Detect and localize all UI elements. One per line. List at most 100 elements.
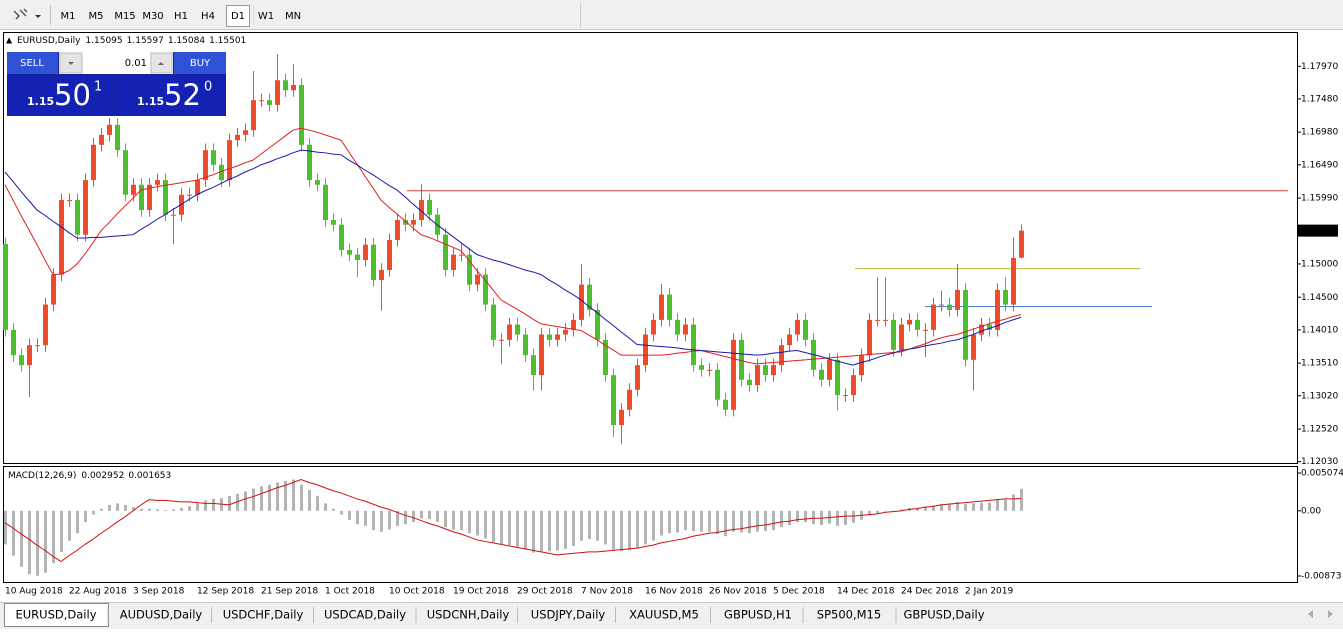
macd-bar [628, 510, 631, 551]
tab-scroll-right[interactable] [1328, 610, 1333, 618]
date-label: 21 Sep 2018 [261, 587, 318, 597]
ask-pips: 52 [164, 78, 201, 112]
lot-field[interactable] [59, 52, 173, 74]
macd-bar [412, 510, 415, 523]
candle-body [467, 254, 472, 285]
macd-bar [316, 495, 319, 511]
price-tick-label: 1.15000 [1301, 259, 1338, 269]
macd-bar [980, 502, 983, 511]
tab-scroll-left[interactable] [1308, 610, 1313, 618]
macd-bar [356, 510, 359, 525]
price-chart: 1.179701.174801.169801.164901.159901.150… [3, 54, 1338, 597]
chart-tab[interactable]: AUDUSD,Daily [120, 608, 203, 622]
chart-tab[interactable]: GBPUSD,Daily [903, 608, 984, 622]
macd-bar [884, 510, 887, 512]
ask-big-figure: 1.15 [137, 95, 164, 108]
macd-bar [668, 510, 671, 534]
timeframe-button[interactable]: M5 [89, 11, 104, 22]
macd-bar [180, 507, 183, 511]
buy-label: BUY [190, 58, 211, 69]
macd-bar [788, 510, 791, 526]
timeframe-button[interactable]: W1 [258, 11, 274, 22]
chart-tab[interactable]: USDCNH,Daily [427, 608, 510, 622]
sell-button[interactable]: SELL [7, 52, 58, 74]
price-tick-label: 1.12520 [1301, 425, 1338, 435]
chart-tab[interactable]: XAUUSD,M5 [629, 608, 699, 622]
buy-button[interactable]: BUY [174, 52, 226, 74]
timeframe-button[interactable]: MN [285, 11, 301, 22]
macd-bar [924, 507, 927, 511]
candle-body [355, 254, 360, 260]
date-label: 26 Nov 2018 [709, 587, 767, 597]
macd-bar [148, 508, 151, 511]
candle-body [131, 184, 136, 195]
candle-body [979, 324, 984, 335]
chart-tab[interactable]: EURUSD,Daily [16, 608, 97, 622]
price-tick-label: 1.15990 [1301, 194, 1338, 204]
candle-body [539, 334, 544, 376]
date-label: 14 Dec 2018 [837, 587, 895, 597]
macd-bar [1004, 499, 1007, 511]
candle-body [27, 345, 32, 366]
candle-body [459, 254, 464, 256]
macd-bar [420, 510, 423, 519]
candle-body [171, 214, 176, 216]
chart-tab[interactable]: USDCAD,Daily [324, 608, 406, 622]
candle-body [515, 324, 520, 335]
macd-bar [620, 510, 623, 552]
date-label: 24 Dec 2018 [901, 587, 959, 597]
ask-box[interactable] [118, 76, 226, 116]
timeframe-button[interactable]: M15 [114, 11, 135, 22]
macd-bar [324, 503, 327, 511]
macd-bar [988, 502, 991, 511]
timeframe-button[interactable]: M1 [61, 11, 76, 22]
candle-body [35, 345, 40, 347]
macd-bar [228, 495, 231, 511]
collapse-arrow[interactable]: ▲ [6, 36, 13, 45]
chart-tools-icon[interactable] [13, 8, 41, 20]
candle-body [963, 289, 968, 360]
chart-tab[interactable]: USDJPY,Daily [531, 608, 606, 622]
candle-body [411, 220, 416, 225]
chart-tab[interactable]: GBPUSD,H1 [724, 608, 792, 622]
macd-bar [156, 509, 159, 511]
candle-body [83, 180, 88, 235]
macd-bar [20, 510, 23, 567]
macd-bar [388, 510, 391, 530]
macd-pane [3, 466, 1298, 583]
macd-bar [140, 508, 143, 511]
candle-body [771, 365, 776, 376]
timeframe-button[interactable]: M30 [142, 11, 163, 22]
bid-fraction: 1 [94, 80, 102, 95]
timeframe-button[interactable]: H4 [201, 11, 215, 22]
candle-body [763, 365, 768, 376]
candle-body [427, 200, 432, 215]
tab-bar [0, 602, 1343, 629]
candle-body [379, 269, 384, 280]
candle-body [523, 334, 528, 356]
macd-bar [76, 510, 79, 534]
macd-bar [84, 510, 87, 523]
macd-bar [460, 510, 463, 531]
candle-body [923, 329, 928, 331]
timeframe-button[interactable]: H1 [174, 11, 188, 22]
candle-body [347, 249, 352, 255]
candle-body [235, 134, 240, 141]
macd-tick-label: 0.00 [1301, 506, 1321, 516]
candle-body [651, 319, 656, 335]
candle-body [683, 324, 688, 335]
bid-box[interactable] [7, 76, 116, 116]
chart-tab[interactable]: USDCHF,Daily [223, 608, 304, 622]
macd-bar [964, 504, 967, 511]
chart-tab[interactable]: SP500,M15 [817, 608, 881, 622]
candle-body [123, 150, 128, 195]
candle-body [603, 339, 608, 376]
candle-body [1019, 230, 1024, 258]
timeframe-button[interactable]: D1 [231, 11, 245, 22]
candle-body [387, 240, 392, 270]
candle-body [483, 274, 488, 305]
candle-body [555, 334, 560, 340]
candle-body [99, 134, 104, 145]
chart-header: EURUSD,Daily 1.15095 1.15597 1.15084 1.15501 [17, 36, 246, 46]
